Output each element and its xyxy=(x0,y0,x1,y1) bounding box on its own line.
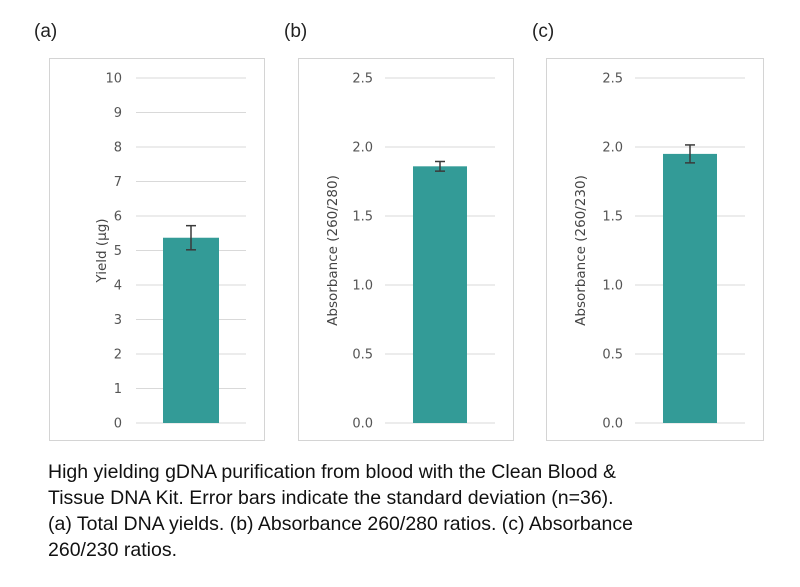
bar xyxy=(663,153,717,423)
chart-c: 0.0 0.5 1.0 1.5 2.0 2.5 Absorbance (260/230) xyxy=(546,58,764,441)
y-tick-label: 0 xyxy=(114,417,122,432)
chart-b-svg: 0.0 0.5 1.0 1.5 2.0 2.5 Absorbance (260/280) xyxy=(325,72,495,432)
caption-line: (a) Total DNA yields. (b) Absorbance 260… xyxy=(48,513,633,535)
y-tick-label: 9 xyxy=(114,106,122,121)
bar xyxy=(163,237,219,423)
y-tick-label: 2.5 xyxy=(352,72,373,87)
y-tick-label: 1.0 xyxy=(602,279,623,294)
y-tick-label: 1.5 xyxy=(352,210,373,225)
error-bar xyxy=(435,160,445,172)
y-tick-label: 6 xyxy=(114,210,122,225)
chart-c-svg: 0.0 0.5 1.0 1.5 2.0 2.5 Absorbance (260/230) xyxy=(573,72,745,432)
y-tick-label: 0.0 xyxy=(352,417,373,432)
chart-a-svg: 0 1 2 3 4 5 6 7 8 9 10 Yield (µg) xyxy=(94,72,246,432)
caption-line: Tissue DNA Kit. Error bars indicate the … xyxy=(48,487,614,509)
y-tick-label: 5 xyxy=(114,244,122,259)
y-tick-label: 2.0 xyxy=(602,141,623,156)
panel-label-b: (b) xyxy=(284,21,308,42)
y-tick-label: 8 xyxy=(114,141,122,156)
y-axis-title: Absorbance (260/230) xyxy=(573,175,589,326)
y-tick-label: 2.5 xyxy=(602,72,623,87)
y-tick-label: 2 xyxy=(114,348,122,363)
chart-b: 0.0 0.5 1.0 1.5 2.0 2.5 Absorbance (260/280) xyxy=(298,58,514,441)
y-tick-label: 10 xyxy=(105,72,122,87)
y-axis-title: Absorbance (260/280) xyxy=(325,175,341,326)
y-tick-label: 1.5 xyxy=(602,210,623,225)
y-tick-label: 0.5 xyxy=(602,348,623,363)
error-bar xyxy=(186,224,196,251)
chart-a: 0 1 2 3 4 5 6 7 8 9 10 Yield (µg) xyxy=(49,58,265,441)
y-tick-label: 7 xyxy=(114,175,122,190)
panel-label-c: (c) xyxy=(532,21,555,42)
bar xyxy=(413,166,467,423)
y-tick-label: 0.5 xyxy=(352,348,373,363)
y-tick-label: 1 xyxy=(114,382,122,397)
error-bar xyxy=(685,144,695,164)
y-tick-label: 0.0 xyxy=(602,417,623,432)
y-tick-label: 2.0 xyxy=(352,141,373,156)
y-tick-label: 1.0 xyxy=(352,279,373,294)
y-tick-label: 3 xyxy=(114,313,122,328)
caption-line: High yielding gDNA purification from blo… xyxy=(48,461,616,483)
y-tick-label: 4 xyxy=(114,279,122,294)
panel-label-a: (a) xyxy=(34,21,58,42)
y-axis-title: Yield (µg) xyxy=(94,218,110,283)
figure-caption: High yielding gDNA purification from blo… xyxy=(48,459,788,563)
caption-line: 260/230 ratios. xyxy=(48,539,178,561)
